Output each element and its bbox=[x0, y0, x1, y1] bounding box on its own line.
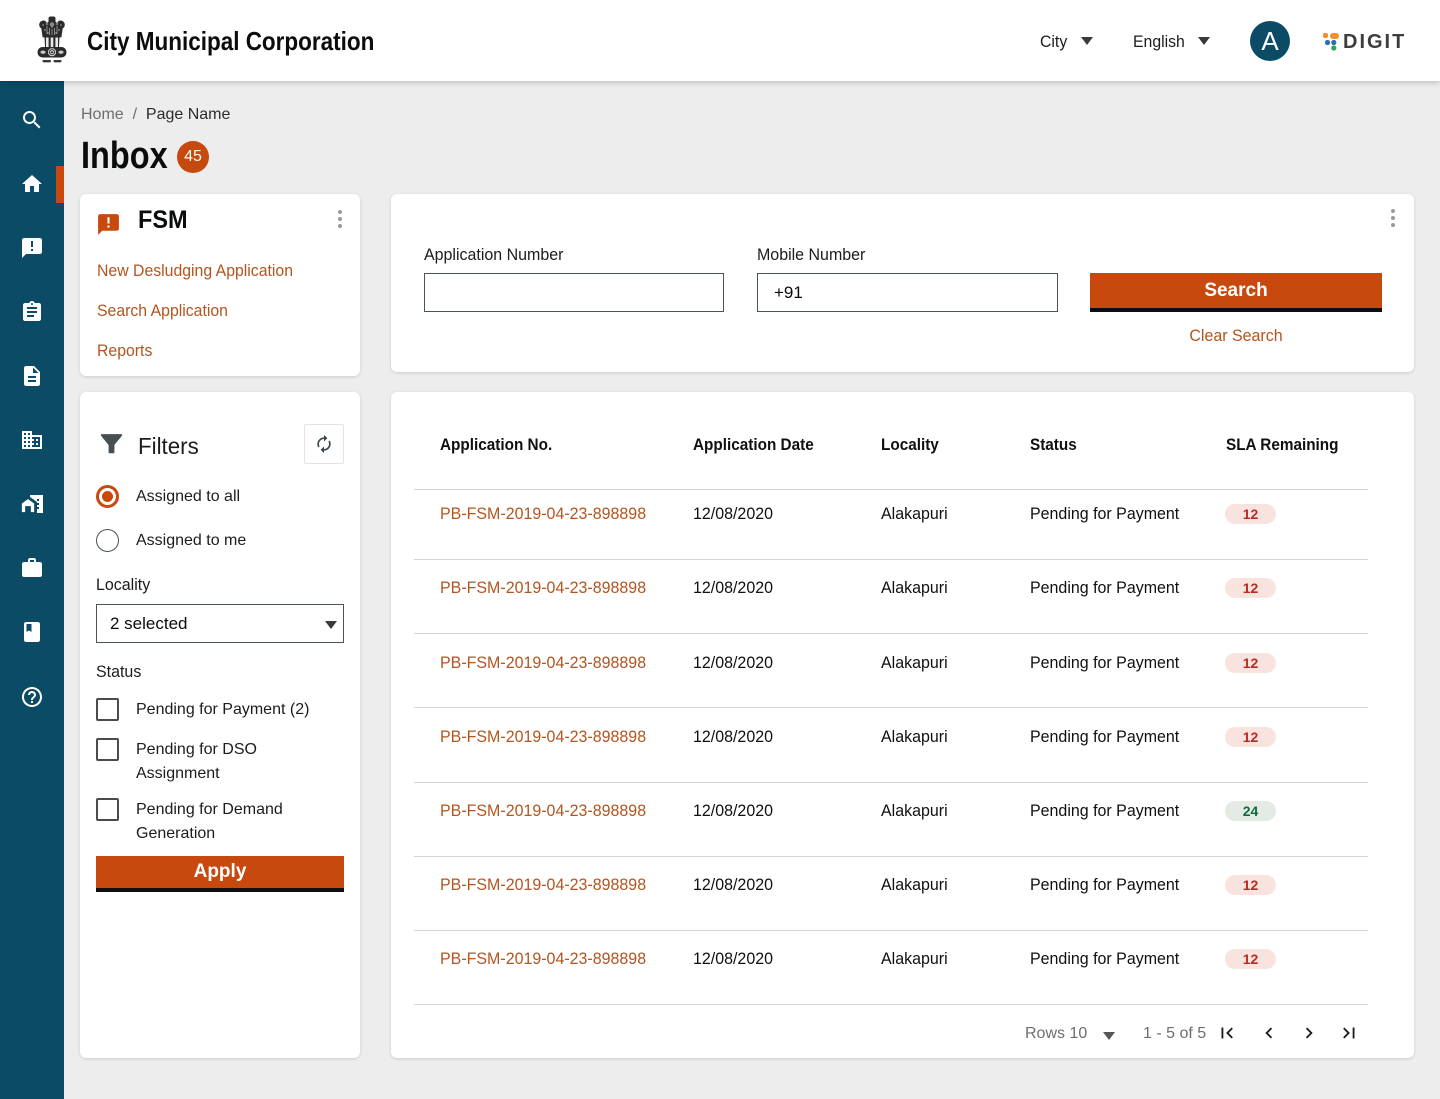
svg-text:DIGIT: DIGIT bbox=[1343, 31, 1404, 51]
